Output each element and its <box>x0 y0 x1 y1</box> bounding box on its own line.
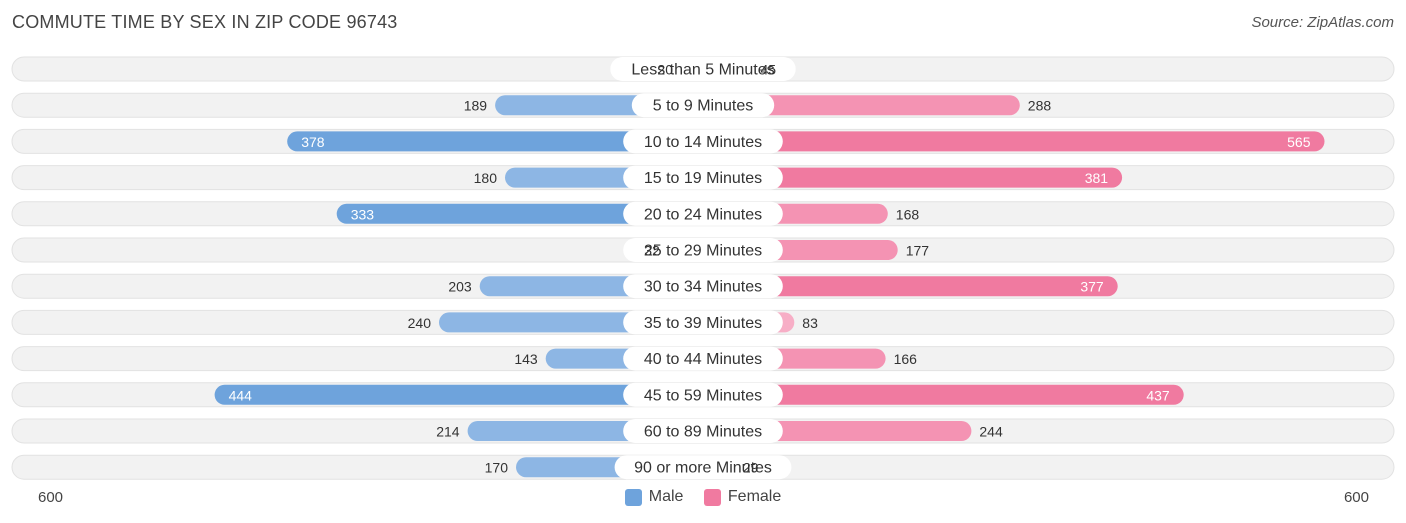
category-label: 25 to 29 Minutes <box>644 243 762 260</box>
female-value-label: 29 <box>743 460 759 476</box>
category-label-pill <box>623 165 783 190</box>
male-value-label: 180 <box>474 170 498 186</box>
legend-male-label: Male <box>648 488 684 505</box>
legend-female-label: Female <box>727 488 782 505</box>
legend-item-male[interactable]: Male <box>624 488 684 506</box>
chart-title: COMMUTE TIME BY SEX IN ZIP CODE 96743 <box>12 12 398 32</box>
category-label: 15 to 19 Minutes <box>644 170 762 187</box>
category-label: 5 to 9 Minutes <box>653 98 754 115</box>
male-value-label: 333 <box>351 206 375 222</box>
male-bar <box>336 203 713 224</box>
female-bar <box>693 167 1123 188</box>
male-value-label: 189 <box>464 98 488 114</box>
category-label-pill <box>623 274 783 299</box>
category-label: 20 to 24 Minutes <box>644 206 762 223</box>
category-label-pill <box>623 129 783 154</box>
female-value-label: 168 <box>896 206 920 222</box>
category-label: 40 to 44 Minutes <box>644 351 762 368</box>
category-label: 35 to 39 Minutes <box>644 315 762 332</box>
category-label: 90 or more Minutes <box>634 460 772 477</box>
axis-right-label: 600 <box>1343 489 1369 506</box>
category-label-pill <box>623 310 783 335</box>
category-label-pill <box>623 382 783 407</box>
legend-item-female[interactable]: Female <box>703 488 782 506</box>
male-bar <box>287 131 713 152</box>
category-label: 10 to 14 Minutes <box>644 134 762 151</box>
category-label: Less than 5 Minutes <box>631 62 774 79</box>
female-bar <box>693 95 1020 116</box>
female-value-label: 381 <box>1085 170 1109 186</box>
category-label-pill <box>623 419 783 443</box>
legend: Male Female <box>0 488 1406 511</box>
male-value-label: 20 <box>657 62 673 78</box>
category-label-pill <box>623 201 783 226</box>
female-value-label: 177 <box>906 243 930 259</box>
category-label: 30 to 34 Minutes <box>644 279 762 296</box>
male-value-label: 444 <box>229 387 253 403</box>
female-value-label: 45 <box>761 62 777 78</box>
male-bar <box>214 384 713 405</box>
female-value-label: 377 <box>1080 279 1104 295</box>
category-label: 60 to 89 Minutes <box>644 424 762 441</box>
male-value-label: 143 <box>514 351 538 367</box>
male-value-label: 378 <box>301 134 325 150</box>
category-label-pill <box>614 455 792 480</box>
male-value-label: 170 <box>485 460 509 476</box>
female-swatch <box>703 488 721 506</box>
male-swatch <box>624 488 642 506</box>
female-bar <box>693 276 1118 297</box>
category-label-pill <box>623 238 783 262</box>
female-bar <box>693 384 1184 405</box>
female-value-label: 83 <box>802 315 818 331</box>
category-label-pill <box>631 93 775 118</box>
axis-left-label: 600 <box>38 489 64 506</box>
female-value-label: 437 <box>1146 387 1170 403</box>
male-value-label: 32 <box>644 243 660 259</box>
female-bar <box>693 131 1325 152</box>
male-value-label: 214 <box>436 424 460 440</box>
category-label-pill <box>610 57 796 81</box>
category-label: 45 to 59 Minutes <box>644 387 762 404</box>
source-label: Source: ZipAtlas.com <box>1251 14 1394 31</box>
female-value-label: 166 <box>894 351 918 367</box>
category-label-pill <box>623 346 783 371</box>
male-value-label: 203 <box>448 279 472 295</box>
male-value-label: 240 <box>408 315 432 331</box>
female-value-label: 288 <box>1028 98 1052 114</box>
female-value-label: 244 <box>979 424 1003 440</box>
female-value-label: 565 <box>1287 134 1311 150</box>
